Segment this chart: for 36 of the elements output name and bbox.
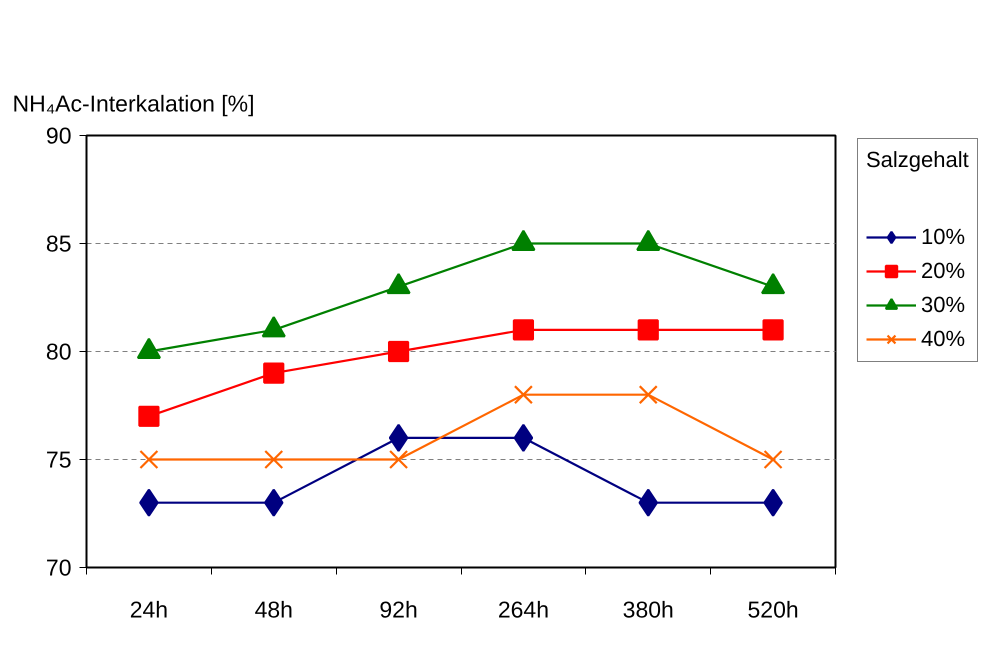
- point: [264, 488, 284, 517]
- point: [760, 272, 786, 294]
- x-tick-label: 24h: [130, 596, 168, 622]
- legend-label: 20%: [921, 257, 966, 285]
- point: [764, 450, 783, 470]
- legend-title: Salzgehalt: [866, 147, 969, 173]
- point: [138, 406, 160, 427]
- point: [638, 385, 658, 404]
- point: [262, 316, 286, 338]
- point: [514, 385, 533, 404]
- point: [511, 230, 536, 251]
- y-tick-label: 80: [46, 338, 72, 364]
- x-tick-label: 92h: [379, 596, 418, 622]
- y-tick-label: 70: [46, 554, 72, 580]
- x-tick-label: 264h: [498, 596, 550, 622]
- point: [139, 450, 158, 470]
- point: [636, 230, 660, 251]
- legend-label: 10%: [921, 223, 966, 251]
- point: [638, 488, 658, 517]
- legend-label: 40%: [921, 325, 966, 353]
- y-axis-title: NH₄Ac-Interkalation [%]: [12, 90, 255, 116]
- point: [386, 272, 411, 294]
- point: [763, 488, 783, 517]
- point: [514, 424, 534, 452]
- y-tick-label: 90: [46, 122, 72, 148]
- legend-label: 30%: [921, 291, 966, 319]
- point: [139, 488, 159, 517]
- point: [263, 362, 284, 384]
- x-tick-label: 520h: [748, 596, 799, 622]
- y-tick-label: 85: [46, 230, 72, 256]
- y-tick-label: 75: [46, 446, 72, 472]
- point: [264, 450, 284, 470]
- point: [388, 424, 408, 452]
- point: [389, 450, 408, 470]
- x-tick-label: 380h: [622, 596, 674, 622]
- x-tick-label: 48h: [254, 596, 293, 622]
